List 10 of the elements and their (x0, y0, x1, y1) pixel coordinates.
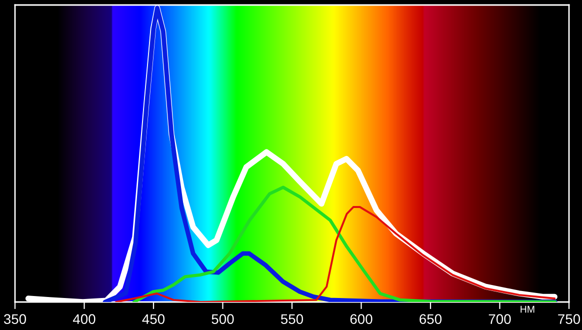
x-tick-label: 600 (350, 314, 372, 324)
x-axis-title: НМ (520, 306, 534, 313)
x-tick-label: 500 (212, 314, 234, 324)
x-tick-label: 700 (488, 314, 511, 324)
x-tick-label: 350 (4, 314, 26, 324)
x-tick-label: 400 (72, 314, 96, 324)
x-tick-label: 450 (142, 314, 165, 324)
x-tick-label: 550 (280, 314, 304, 324)
x-tick-label: 750 (558, 314, 580, 324)
x-tick-label: 650 (420, 314, 442, 324)
